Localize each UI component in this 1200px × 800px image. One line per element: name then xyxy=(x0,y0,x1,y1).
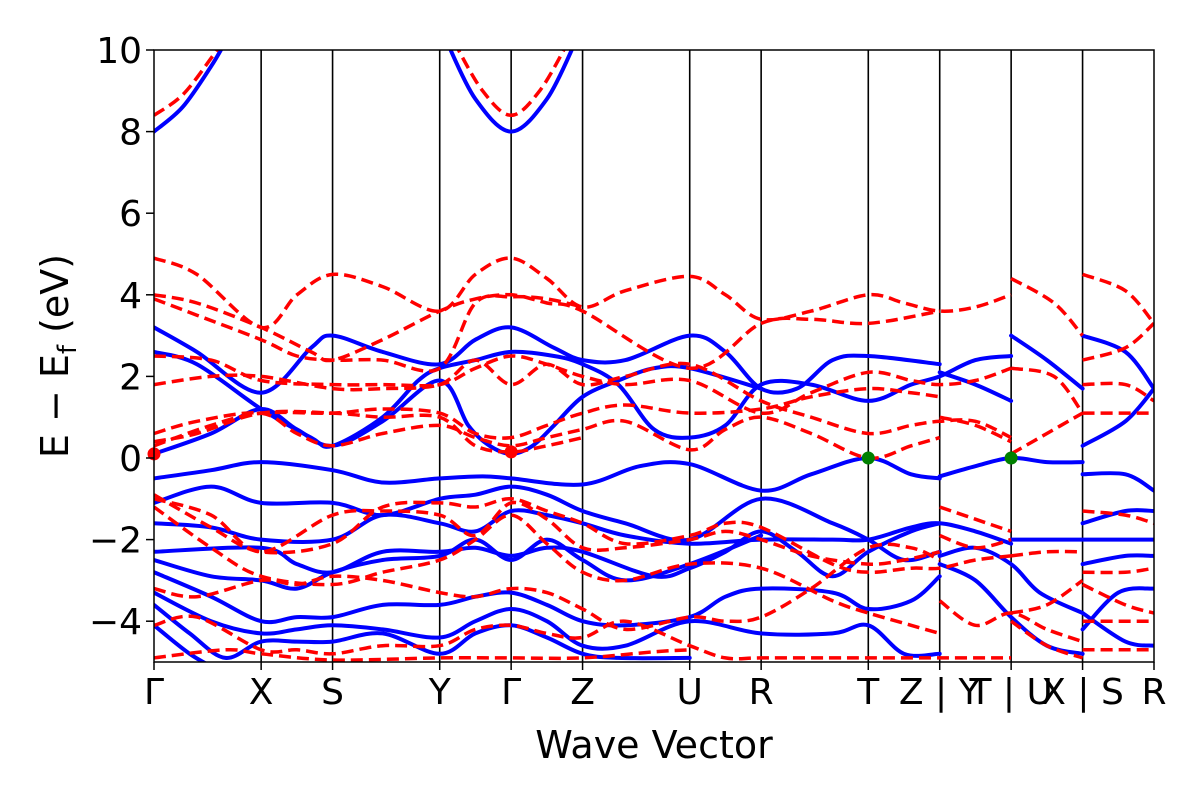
band-line-spin-down xyxy=(939,415,1012,444)
band-line-spin-down xyxy=(1010,411,1084,456)
band-line-spin-down xyxy=(154,614,1012,661)
band-extremum-marker xyxy=(504,445,518,459)
band-line-spin-down xyxy=(154,292,941,370)
svg-text:E − Ef(eV): E − Ef (eV) xyxy=(33,254,83,458)
x-tick-label: T xyxy=(856,672,880,713)
band-line-spin-up xyxy=(1080,553,1154,567)
band-line-spin-down xyxy=(1081,272,1154,325)
band-line-spin-up xyxy=(154,508,1014,546)
band-line-spin-up xyxy=(154,50,224,134)
band-line-spin-down xyxy=(154,647,690,662)
x-tick-label: R xyxy=(1141,672,1166,713)
band-line-spin-up xyxy=(154,325,942,395)
energy-bands xyxy=(154,50,1154,662)
band-line-spin-down xyxy=(154,358,1012,440)
band-line-spin-up xyxy=(154,521,942,579)
band-extremum-marker xyxy=(1004,451,1018,465)
band-line-spin-up xyxy=(154,590,942,658)
band-line-spin-down xyxy=(1010,549,1083,558)
band-line-spin-up xyxy=(448,50,574,134)
x-tick-label: Γ xyxy=(501,672,521,713)
x-tick-label: Y xyxy=(428,672,452,713)
band-line-spin-down xyxy=(154,410,941,460)
x-tick-label: Z xyxy=(570,672,595,713)
y-tick-label: 4 xyxy=(119,276,142,317)
y-axis-title: E − Ef (eV) xyxy=(33,254,83,458)
band-line-spin-down xyxy=(1010,578,1084,615)
band-line-spin-down xyxy=(154,493,1012,575)
x-tick-label: X | S xyxy=(1041,672,1124,713)
x-tick-label: Z | Y xyxy=(899,672,982,713)
band-line-spin-down xyxy=(1082,566,1154,575)
band-line-spin-down xyxy=(154,354,1012,415)
band-line-spin-down xyxy=(154,497,941,566)
band-line-spin-up xyxy=(1080,508,1154,526)
x-tick-label: S xyxy=(321,672,344,713)
band-line-spin-down xyxy=(1010,366,1085,415)
band-line-spin-up xyxy=(1080,386,1154,448)
band-extremum-marker xyxy=(861,451,875,465)
band-line-spin-up xyxy=(937,370,1014,403)
band-line-spin-up xyxy=(1080,333,1154,391)
band-line-spin-down xyxy=(939,505,1012,534)
y-axis-ticks: −4 −2 0 2 4 6 8 10 xyxy=(89,31,154,643)
band-line-spin-down xyxy=(1010,619,1084,660)
band-line-spin-up xyxy=(937,545,1085,615)
x-axis-title: Wave Vector xyxy=(535,723,773,767)
band-line-spin-down xyxy=(154,256,1012,330)
y-tick-label: 8 xyxy=(119,113,142,154)
band-line-spin-down xyxy=(154,409,583,454)
x-tick-label: T | U xyxy=(968,672,1052,713)
band-line-spin-up xyxy=(1009,333,1085,391)
band-line-spin-down xyxy=(456,50,566,118)
band-line-spin-up xyxy=(154,484,942,563)
band-line-spin-down xyxy=(154,50,219,117)
band-line-spin-down xyxy=(1081,582,1154,615)
y-tick-label: 10 xyxy=(96,31,142,72)
y-tick-label: 6 xyxy=(119,194,142,235)
y-tick-label: −2 xyxy=(89,521,142,562)
band-line-spin-down xyxy=(1010,276,1084,337)
band-line-spin-down xyxy=(154,386,940,448)
x-tick-label: Γ xyxy=(144,672,164,713)
x-tick-label: X xyxy=(249,672,274,713)
band-line-spin-down xyxy=(1082,509,1154,525)
y-axis-title-unit: (eV) xyxy=(33,254,77,333)
x-tick-label: U xyxy=(677,672,703,713)
y-tick-label: 0 xyxy=(119,439,142,480)
band-line-spin-down xyxy=(1082,322,1154,362)
band-line-spin-down xyxy=(939,533,1012,550)
band-line-spin-down xyxy=(154,293,583,373)
y-tick-label: 2 xyxy=(119,357,142,398)
band-line-spin-up xyxy=(154,455,942,493)
y-tick-label: −4 xyxy=(89,602,142,643)
band-line-spin-up xyxy=(154,570,942,628)
band-line-spin-down xyxy=(154,542,941,632)
x-axis-ticks: Γ X S Y Γ Z U R T Z | YT | UX | S R xyxy=(144,662,1167,713)
kpoint-divider-lines xyxy=(260,50,1084,662)
band-line-spin-up xyxy=(1080,471,1154,493)
plot-frame xyxy=(153,49,1155,663)
x-tick-label: R xyxy=(749,672,774,713)
band-line-spin-up xyxy=(154,623,208,662)
y-axis-title-sub: f xyxy=(53,344,83,354)
y-axis-title-main: E − E xyxy=(33,354,77,458)
band-line-spin-down xyxy=(1082,381,1154,403)
